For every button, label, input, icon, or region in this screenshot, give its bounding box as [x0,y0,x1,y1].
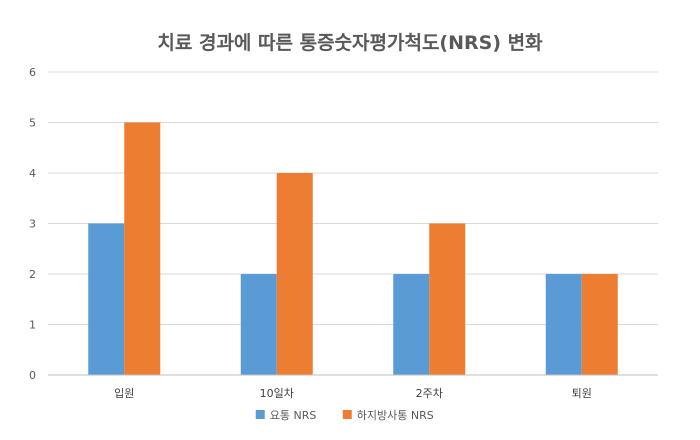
x-axis-categories: 입원 10일차 2주차 퇴원 [114,386,592,400]
y-axis-ticks: 0 1 2 3 4 5 6 [29,66,36,382]
legend-label: 요통 NRS [270,409,317,422]
y-tick-label: 2 [29,268,36,281]
bar-series2 [276,173,313,375]
bars [88,122,618,375]
x-category-label: 2주차 [416,387,443,400]
legend: 요통 NRS 하지방사통 NRS [255,408,434,422]
y-tick-label: 1 [29,319,36,332]
bar-series1 [88,223,125,375]
y-tick-label: 3 [29,218,36,231]
legend-label: 하지방사통 NRS [357,408,434,422]
y-tick-label: 5 [29,117,36,130]
y-tick-label: 6 [29,66,36,79]
bar-series2 [581,274,618,375]
legend-swatch [255,410,265,419]
y-tick-label: 4 [29,167,36,180]
legend-swatch [342,410,352,419]
bar-series1 [240,274,277,375]
bar-series1 [545,274,582,375]
bar-series2 [429,223,466,375]
x-category-label: 입원 [114,387,134,400]
y-tick-label: 0 [29,369,36,382]
bar-series1 [393,274,430,375]
bar-series2 [124,122,161,375]
x-category-label: 퇴원 [572,387,592,400]
chart-title: 치료 경과에 따른 통증숫자평가척도(NRS) 변화 [157,32,543,54]
x-category-label: 10일차 [260,386,294,400]
